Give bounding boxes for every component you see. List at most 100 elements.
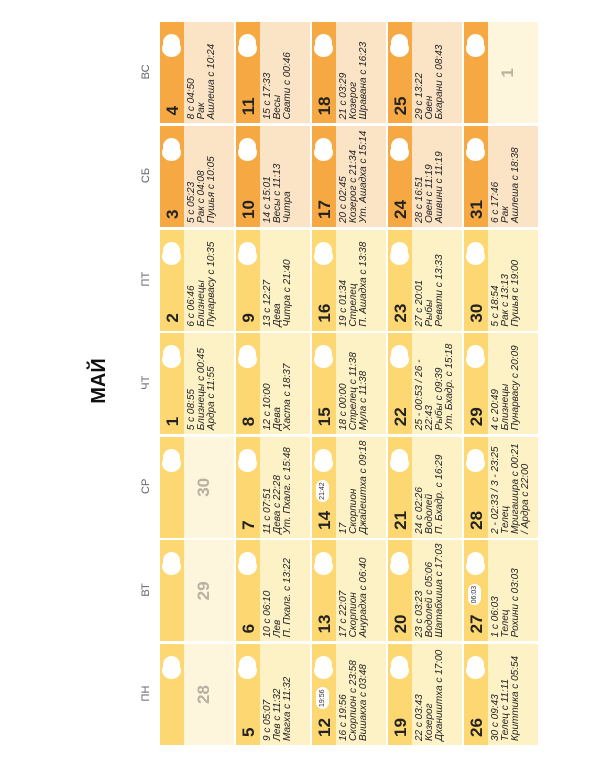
day-cell: 26 30 с 09:43 Телец с 11:11 Криттика с 05:5… bbox=[464, 644, 538, 745]
day-info: 23 с 03:23 Водолей с 05:06 Шатабхиша с 17:… bbox=[412, 540, 462, 641]
day-number: 28 bbox=[194, 685, 213, 704]
moon-icon bbox=[391, 34, 408, 52]
day-number: 2 bbox=[163, 313, 182, 323]
day-number: 18 bbox=[315, 96, 334, 116]
info-line: Мула с 11:38 bbox=[358, 370, 369, 431]
info-line: Читра bbox=[282, 191, 293, 223]
day-cell: 8 12 с 10:00 Дева Хаста с 18:37 bbox=[236, 333, 310, 435]
day-cell: 24 28 с 16:51 Овен с 11:19 Ашвини с 11:19 bbox=[388, 126, 462, 227]
day-number: 16 bbox=[315, 303, 334, 323]
day-number: 24 bbox=[391, 200, 410, 219]
day-cell: 16 19 с 01:34 Стрелец П. Ашадха с 13:38 bbox=[312, 229, 386, 331]
moon-icon bbox=[391, 138, 408, 155]
day-info: 8 с 04:50 Рак Ашлеша с 10:24 bbox=[184, 22, 234, 123]
day-header: 21 bbox=[388, 436, 412, 538]
day-number: 3 bbox=[163, 209, 182, 219]
day-cell: 28 bbox=[160, 644, 234, 745]
moon-icon bbox=[467, 345, 484, 363]
day-cell: 9 13 с 12:27 Дева Читра с 21:40 bbox=[236, 229, 310, 331]
day-number: 30 bbox=[194, 477, 213, 497]
info-line: П. Ашадха с 13:38 bbox=[358, 241, 369, 327]
moon-icon bbox=[467, 138, 484, 155]
moon-icon bbox=[163, 552, 180, 570]
weekday-label: ЧТ bbox=[140, 375, 152, 390]
day-header: 12 19:56 bbox=[312, 644, 336, 745]
info-line: Шравана с 16:23 bbox=[358, 41, 369, 120]
info-line: Ашлеша с 18:38 bbox=[510, 147, 521, 223]
weekday-label: ВТ bbox=[140, 583, 152, 597]
moon-icon bbox=[163, 656, 180, 673]
info-line: Хаста с 18:37 bbox=[282, 363, 293, 431]
moon-icon bbox=[467, 241, 484, 259]
day-cell: 27 06:03 1 с 06:03 Телец Рохини с 03:03 bbox=[464, 540, 538, 642]
day-cell: 13 17 с 22:07 Скорпион Анурадха с 06:40 bbox=[312, 540, 386, 642]
info-line: / Ардра с 22:00 bbox=[520, 463, 531, 534]
day-number: 26 bbox=[467, 718, 486, 737]
day-header: 2 bbox=[160, 229, 184, 331]
day-cell: 30 5 с 18:54 Рак с 13:13 Пушья с 19:00 bbox=[464, 229, 538, 331]
day-number: 4 bbox=[163, 105, 182, 116]
day-number: 29 bbox=[467, 407, 486, 427]
day-number: 30 bbox=[467, 303, 486, 323]
day-cell: 1 bbox=[464, 22, 538, 124]
day-number: 29 bbox=[194, 581, 213, 601]
moon-icon bbox=[163, 34, 180, 52]
info-line: Ут. Пхалг. с 15:48 bbox=[282, 447, 293, 534]
info-line: Джайештха с 09:18 bbox=[358, 440, 369, 534]
day-info: 30 с 09:43 Телец с 11:11 Криттика с 05:54 bbox=[488, 644, 538, 745]
day-info: 4 с 20:49 Близнецы Пунарвасу с 20:09 bbox=[488, 333, 538, 434]
info-line: Пушья с 10:05 bbox=[206, 156, 217, 223]
moon-icon bbox=[391, 552, 408, 570]
moon-icon bbox=[391, 345, 408, 363]
day-header: 28 bbox=[464, 436, 488, 538]
weekday-label: ПН bbox=[140, 685, 152, 702]
day-info: 6 с 17:46 Рак Ашлеша с 18:38 bbox=[488, 126, 538, 227]
day-cell: 7 11 с 07:51 Дева с 22:28 Ут. Пхалг. с 15:4… bbox=[236, 436, 310, 538]
moon-icon bbox=[467, 656, 484, 673]
day-header: 31 bbox=[464, 126, 488, 227]
moon-icon bbox=[163, 241, 180, 259]
day-header: 3 bbox=[160, 126, 184, 227]
day-header: 8 bbox=[236, 333, 260, 435]
moon-icon bbox=[315, 34, 332, 52]
info-line: Ашлеша с 10:24 bbox=[206, 43, 217, 120]
day-info: 28 с 16:51 Овен с 11:19 Ашвини с 11:19 bbox=[412, 126, 462, 227]
info-line: Пушья с 19:00 bbox=[510, 259, 521, 327]
day-number: 1 bbox=[163, 416, 182, 427]
info-line: Анурадха с 06:40 bbox=[358, 557, 369, 638]
weekday-label: ПТ bbox=[140, 271, 152, 287]
info-line: П. Бхадр. с 16:29 bbox=[434, 454, 445, 534]
day-header: 14 21:42 bbox=[312, 436, 336, 538]
info-line: Читра с 21:40 bbox=[282, 259, 293, 327]
day-number: 11 bbox=[239, 97, 258, 116]
day-cell: 25 29 с 13:22 Овен Бхарани с 08:43 bbox=[388, 22, 462, 124]
day-header: 25 bbox=[388, 22, 412, 124]
day-header: 30 bbox=[464, 229, 488, 331]
day-info: 15 с 17:33 Весы Свати с 00:46 bbox=[260, 22, 310, 123]
moon-icon bbox=[239, 656, 256, 673]
day-info: 25 - 00:53 / 26 -22:43 Рыбы с 09:39 Ут. Бх… bbox=[412, 333, 462, 434]
day-cell: 15 18 с 00:00 Стрелец с 11:38 Мула с 11:38 bbox=[312, 333, 386, 435]
moon-icon bbox=[467, 448, 484, 466]
day-cell: 30 bbox=[160, 436, 234, 538]
day-header: 17 bbox=[312, 126, 336, 227]
day-info: 5 с 08:55 Близнецы с 00:45 Ардра с 11:55 bbox=[184, 333, 234, 434]
day-cell: 18 21 с 03:29 Козерог Шравана с 16:23 bbox=[312, 22, 386, 124]
day-info: 14 с 15:01 Весы с 11:13 Читра bbox=[260, 126, 310, 227]
day-header: 23 bbox=[388, 229, 412, 331]
day-header bbox=[160, 436, 184, 538]
day-cell: 22 25 - 00:53 / 26 -22:43 Рыбы с 09:39 Ут. … bbox=[388, 333, 462, 435]
day-header bbox=[464, 22, 488, 124]
day-header: 16 bbox=[312, 229, 336, 331]
weekday-label: СБ bbox=[140, 167, 152, 184]
info-line: Шатабхиша с 17:03 bbox=[434, 543, 445, 638]
info-line: Ут. Бхадр. с 15:18 bbox=[444, 343, 455, 431]
day-header: 5 bbox=[236, 644, 260, 745]
info-line: Пунарвасу с 20:09 bbox=[510, 345, 521, 431]
day-info: 27 с 20:01 Рыбы Ревати с 13:33 bbox=[412, 230, 462, 331]
